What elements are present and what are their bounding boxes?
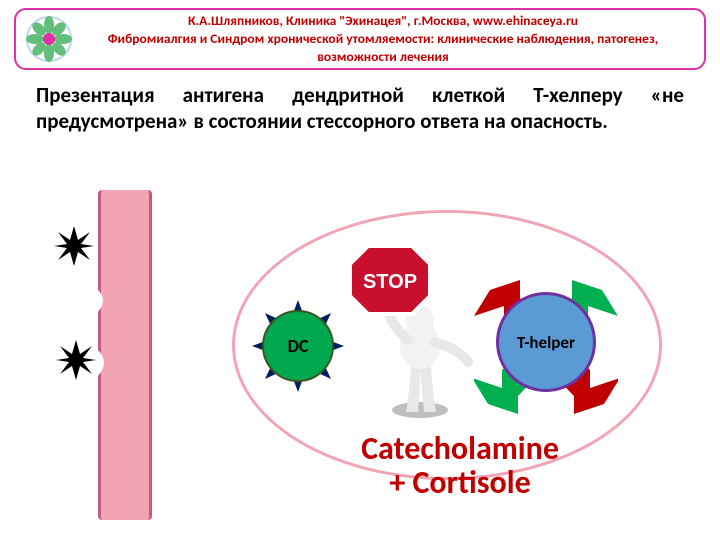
- stop-figure-icon: STOP: [340, 240, 490, 420]
- clinic-logo: [26, 16, 72, 62]
- dendritic-cell: DC: [262, 310, 334, 382]
- svg-text:STOP: STOP: [363, 271, 417, 293]
- catech-line1: Catecholamine: [290, 432, 630, 466]
- t-helper-cell: T-helper: [496, 292, 596, 392]
- header-line2: Фибромиалгия и Синдром хронической утомл…: [72, 30, 694, 66]
- antigen-icon: [56, 340, 96, 380]
- diagram-area: T-helper STOP: [0, 180, 720, 540]
- catech-line2: + Cortisole: [290, 466, 630, 500]
- header-text: К.А.Шляпников, Клиника "Эхинацея", г.Мос…: [72, 12, 694, 67]
- main-paragraph: Презентация антигена дендритной клеткой …: [36, 82, 684, 135]
- t-helper-label: T-helper: [517, 332, 575, 353]
- antigen-icon: [54, 226, 94, 266]
- blood-vessel: [98, 190, 152, 520]
- slide-header: К.А.Шляпников, Клиника "Эхинацея", г.Мос…: [14, 8, 706, 70]
- dc-label: DC: [288, 335, 309, 357]
- catecholamine-label: Catecholamine + Cortisole: [290, 432, 630, 499]
- header-line1: К.А.Шляпников, Клиника "Эхинацея", г.Мос…: [72, 12, 694, 30]
